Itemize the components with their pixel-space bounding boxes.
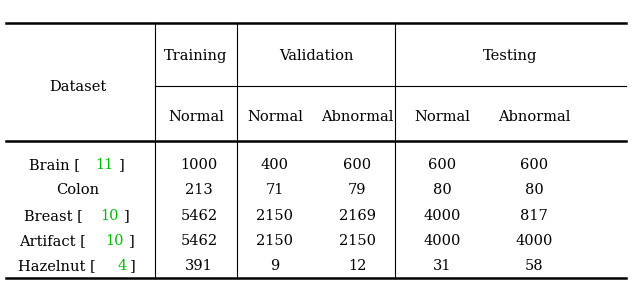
Text: Colon: Colon xyxy=(56,183,99,197)
Text: 391: 391 xyxy=(185,259,213,274)
Text: 2150: 2150 xyxy=(257,234,293,248)
Text: ]: ] xyxy=(130,259,136,274)
Text: 213: 213 xyxy=(185,183,213,197)
Text: 71: 71 xyxy=(265,183,284,197)
Text: 5462: 5462 xyxy=(181,209,217,223)
Text: Breast [: Breast [ xyxy=(24,209,83,223)
Text: 79: 79 xyxy=(348,183,367,197)
Text: 4000: 4000 xyxy=(515,234,553,248)
Text: 10: 10 xyxy=(100,209,118,223)
Text: 600: 600 xyxy=(520,158,548,172)
Text: 817: 817 xyxy=(520,209,548,223)
Text: Normal: Normal xyxy=(247,110,303,124)
Text: 1000: 1000 xyxy=(181,158,217,172)
Text: 2150: 2150 xyxy=(257,209,293,223)
Text: 9: 9 xyxy=(270,259,279,274)
Text: ]: ] xyxy=(118,158,124,172)
Text: 58: 58 xyxy=(525,259,544,274)
Text: Artifact [: Artifact [ xyxy=(18,234,85,248)
Text: 80: 80 xyxy=(525,183,544,197)
Text: Abnormal: Abnormal xyxy=(321,110,393,124)
Text: Abnormal: Abnormal xyxy=(498,110,570,124)
Text: 2150: 2150 xyxy=(339,234,375,248)
Text: Training: Training xyxy=(164,49,228,63)
Text: Dataset: Dataset xyxy=(49,80,106,94)
Text: 600: 600 xyxy=(428,158,456,172)
Text: Testing: Testing xyxy=(483,49,538,63)
Text: Normal: Normal xyxy=(168,110,224,124)
Text: 4000: 4000 xyxy=(423,234,461,248)
Text: Brain [: Brain [ xyxy=(29,158,80,172)
Text: Hazelnut [: Hazelnut [ xyxy=(18,259,95,274)
Text: 80: 80 xyxy=(433,183,452,197)
Text: Validation: Validation xyxy=(279,49,353,63)
Text: 4000: 4000 xyxy=(423,209,461,223)
Text: 2169: 2169 xyxy=(339,209,375,223)
Text: 5462: 5462 xyxy=(181,234,217,248)
Text: 31: 31 xyxy=(433,259,452,274)
Text: 400: 400 xyxy=(261,158,289,172)
Text: ]: ] xyxy=(124,209,130,223)
Text: 12: 12 xyxy=(348,259,367,274)
Text: ]: ] xyxy=(129,234,135,248)
Text: 4: 4 xyxy=(118,259,127,274)
Text: Normal: Normal xyxy=(415,110,470,124)
Text: 11: 11 xyxy=(95,158,113,172)
Text: 600: 600 xyxy=(343,158,371,172)
Text: 10: 10 xyxy=(105,234,123,248)
